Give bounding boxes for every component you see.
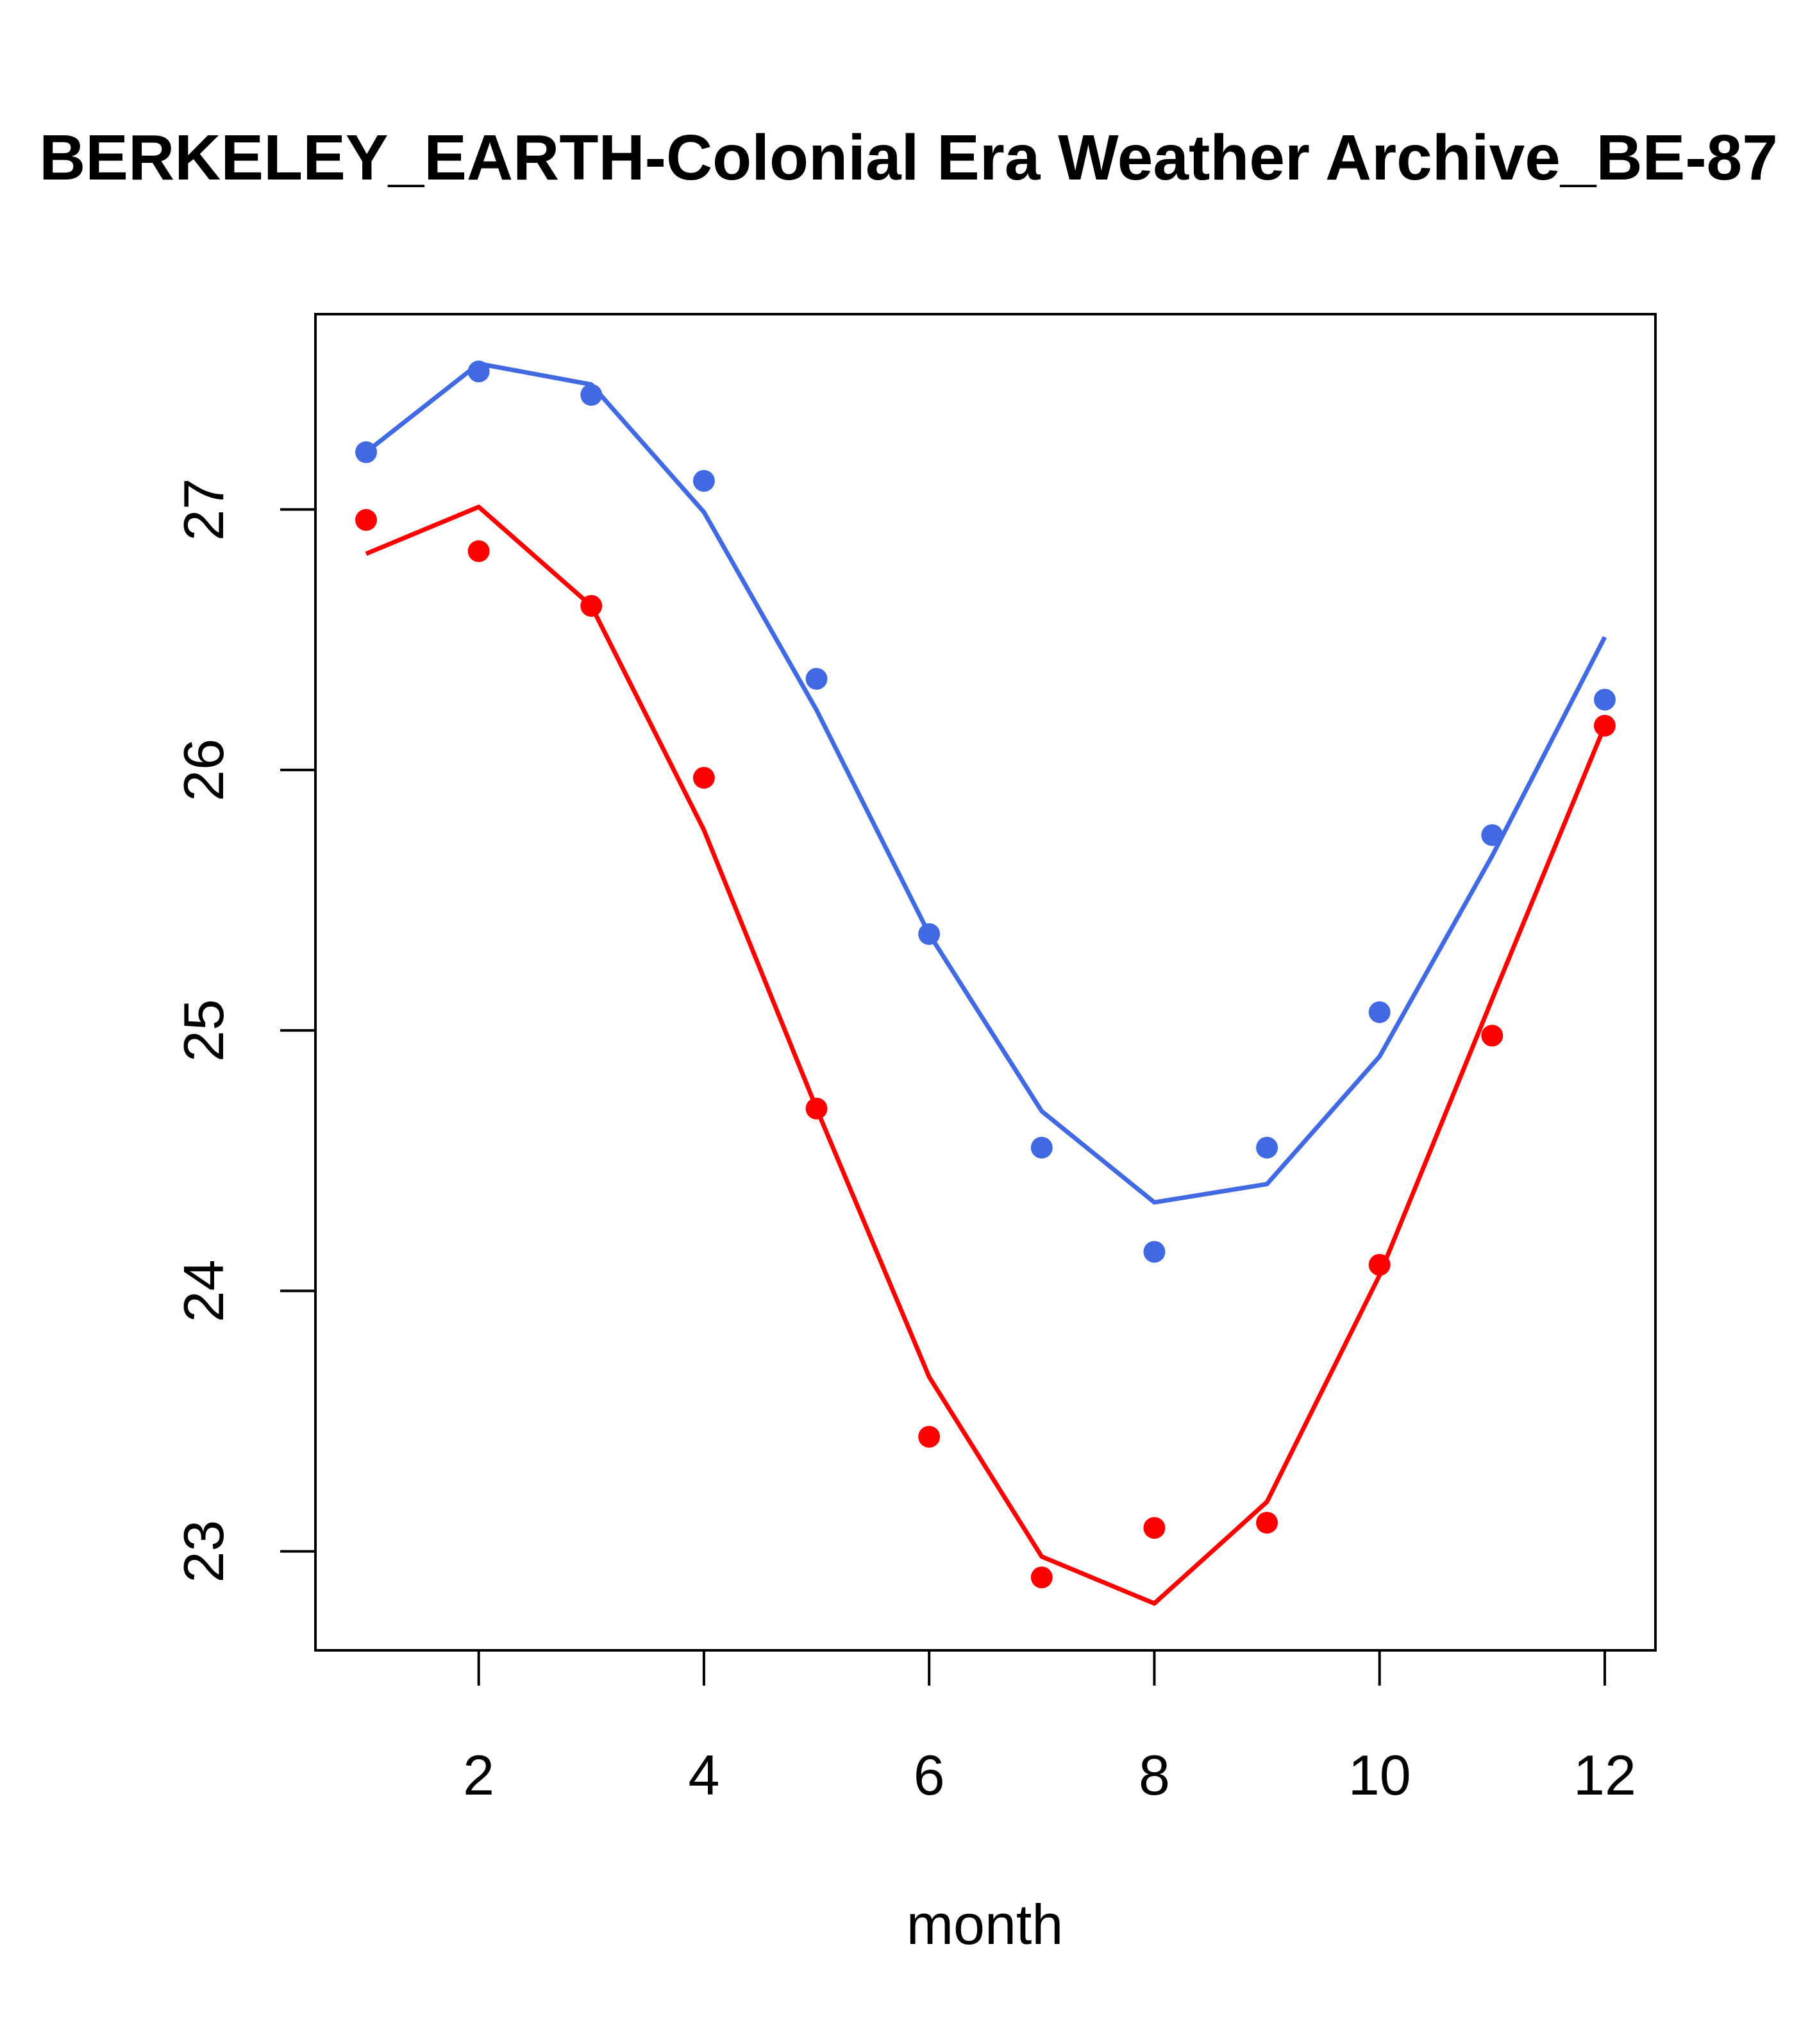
series-1-point-3 [692,767,715,789]
series-1-point-2 [580,594,603,617]
series-1-point-11 [1593,714,1616,737]
series-0-point-2 [580,383,603,406]
series-0-point-0 [355,441,378,464]
series-1-point-0 [355,508,378,531]
series-0-point-8 [1256,1136,1278,1159]
series-0-point-4 [805,667,828,690]
x-tick-label-5: 12 [1573,1743,1636,1807]
series-0-line [364,361,1607,1205]
series-0-point-6 [1030,1136,1053,1159]
series-1-point-10 [1481,1025,1503,1047]
y-tick-label-0: 23 [172,1520,235,1583]
series-1-point-7 [1143,1517,1166,1539]
chart-title: BERKELEY_EARTH-Colonial Era Weather Arch… [39,122,1778,194]
x-tick-label-4: 10 [1348,1743,1411,1807]
x-tick-label-0: 2 [463,1743,494,1807]
series-1-point-1 [467,540,490,562]
series-1-point-9 [1368,1253,1391,1276]
series-1-point-5 [918,1425,941,1448]
series-0-point-9 [1368,1001,1391,1023]
series-1-line [365,505,1607,1606]
x-tick-label-1: 4 [688,1743,719,1807]
x-tick-label-2: 6 [914,1743,945,1807]
y-tick-label-1: 24 [172,1259,235,1322]
series-1-point-4 [805,1098,828,1120]
y-tick-label-4: 27 [172,478,235,541]
plot-frame [314,313,1657,1652]
x-tick-label-3: 8 [1139,1743,1170,1807]
series-0-point-1 [467,360,490,383]
series-1-point-8 [1256,1511,1278,1534]
x-axis-label: month [907,1893,1064,1956]
series-0-point-7 [1143,1241,1166,1263]
series-0-point-10 [1481,824,1503,846]
series-1-point-6 [1030,1566,1053,1589]
series-0-point-5 [918,923,941,945]
y-tick-label-2: 25 [172,999,235,1062]
series-0-point-11 [1593,689,1616,711]
y-tick-label-3: 26 [172,739,235,801]
series-0-point-3 [692,469,715,492]
